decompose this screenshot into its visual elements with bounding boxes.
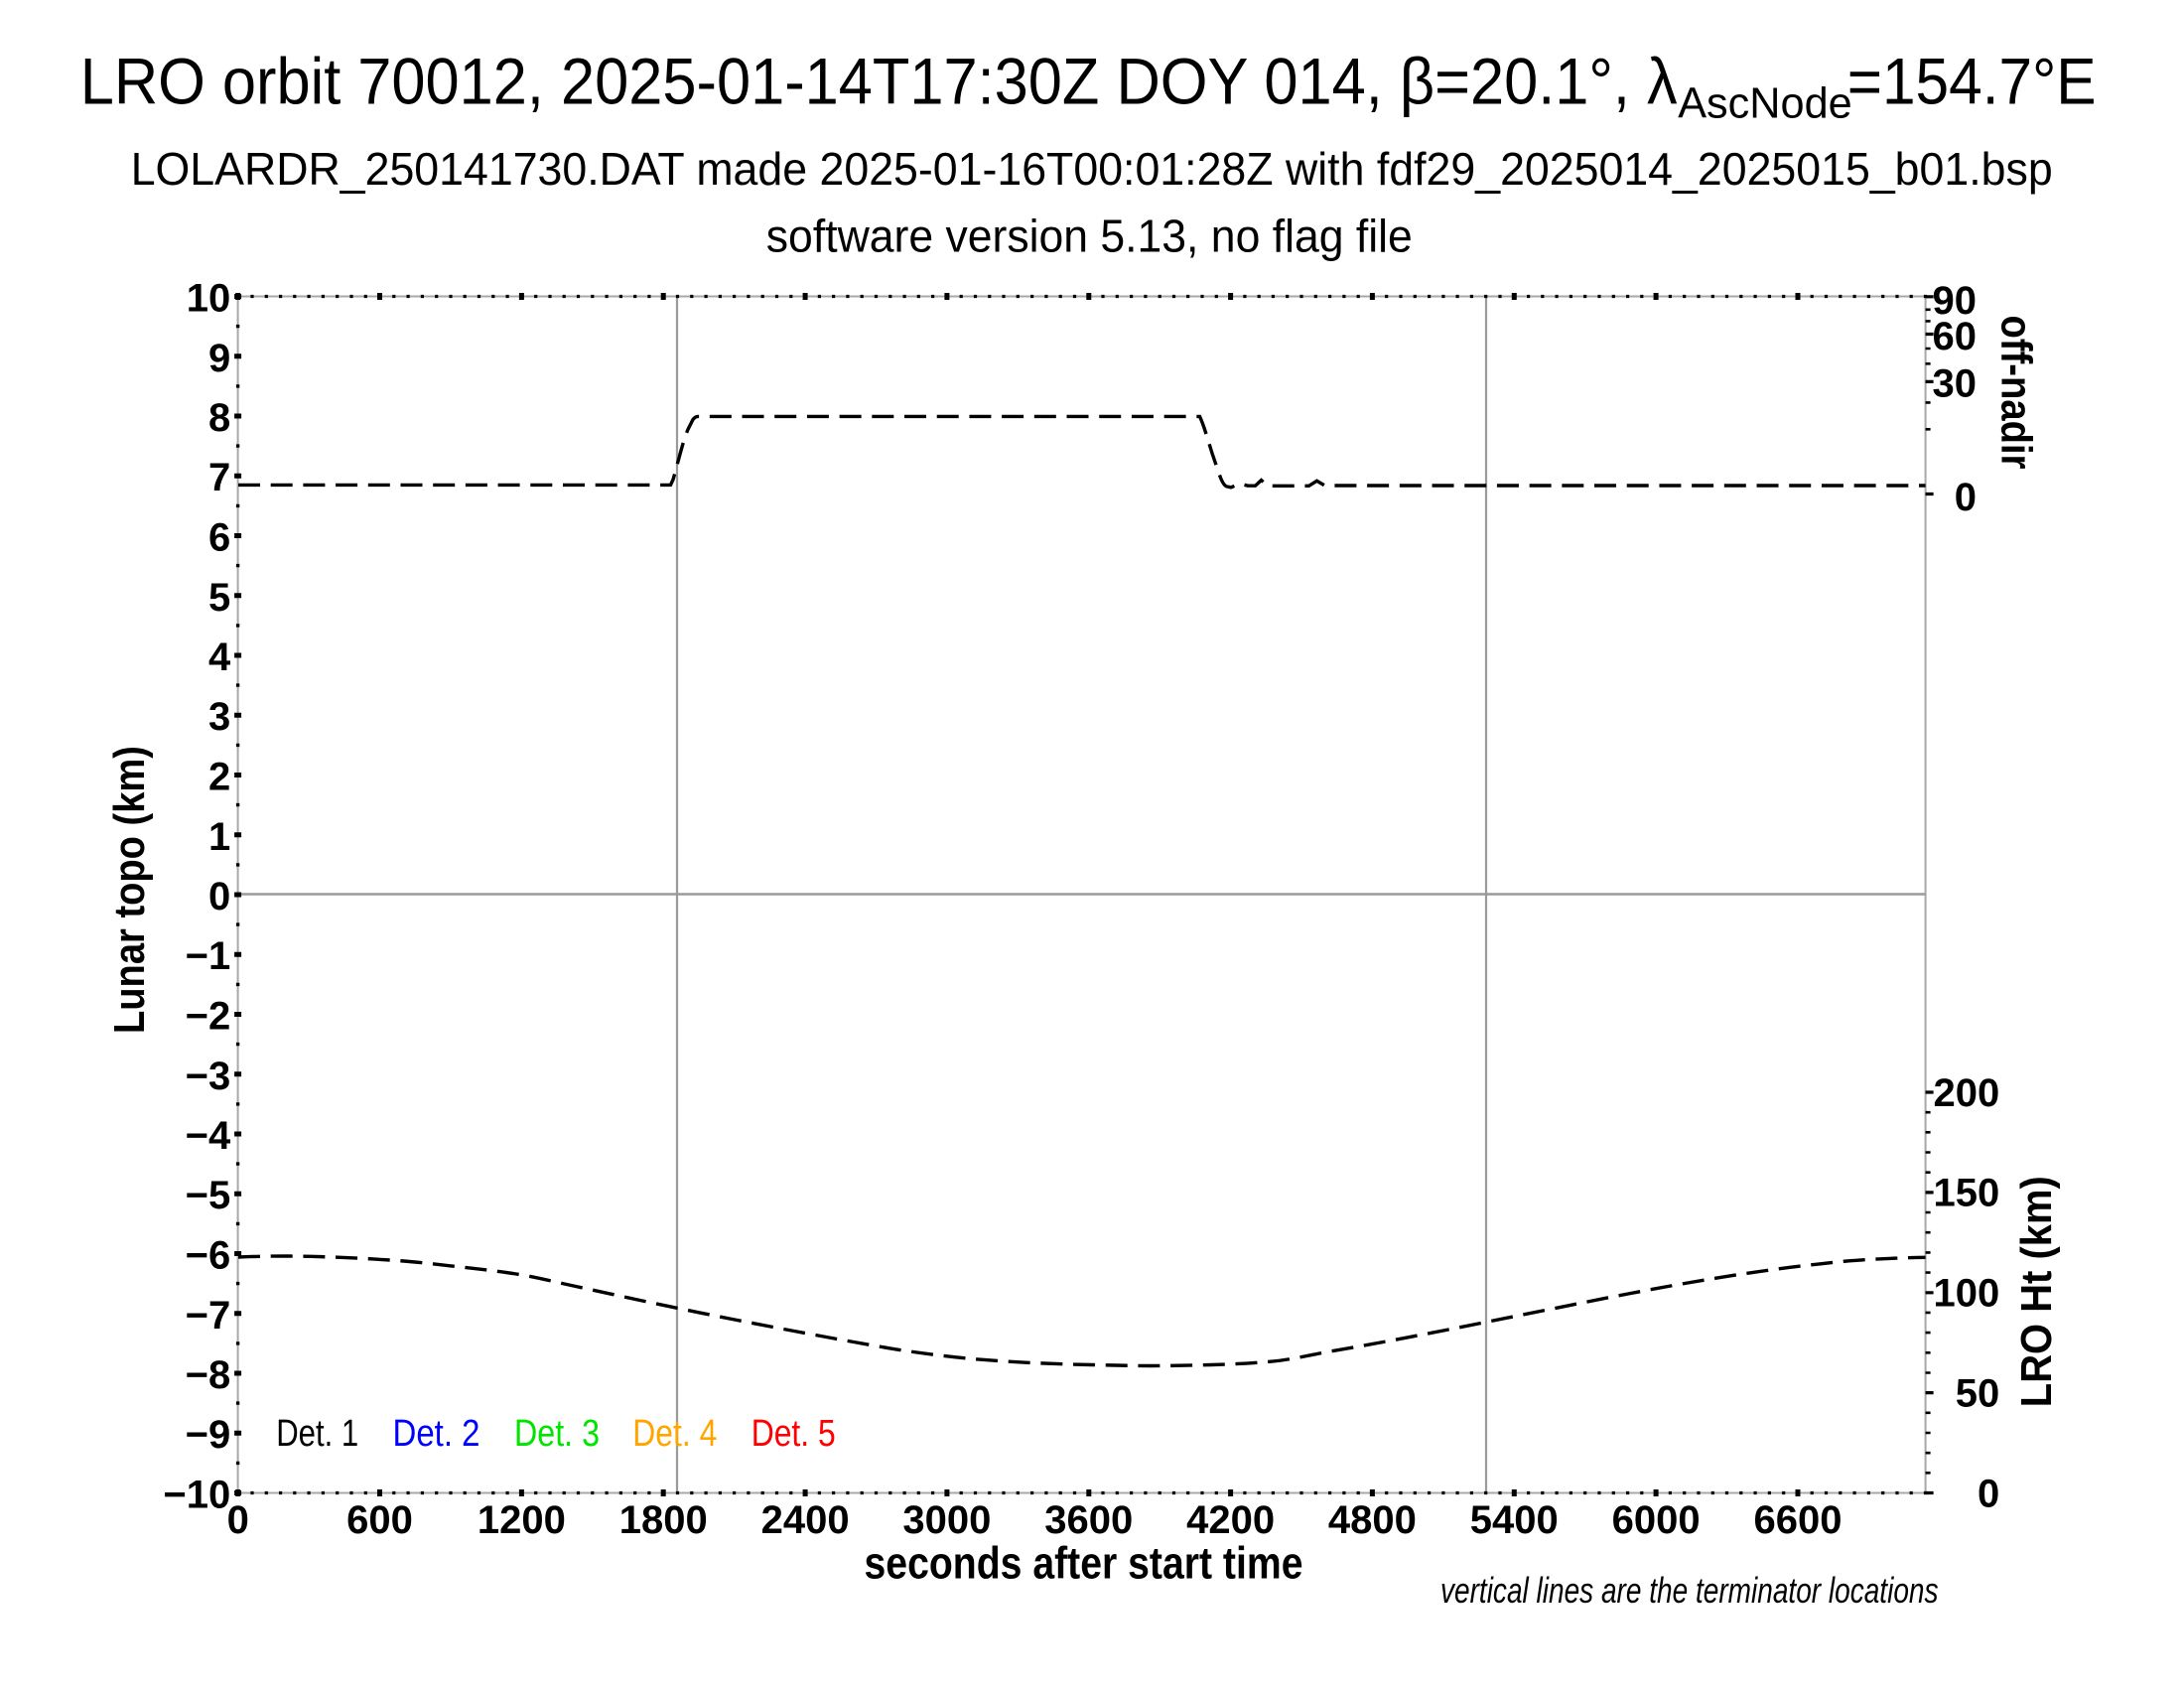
- svg-text:2400: 2400: [761, 1498, 850, 1542]
- svg-text:Det. 1: Det. 1: [276, 1413, 358, 1455]
- svg-text:−3: −3: [186, 1055, 231, 1098]
- svg-text:6600: 6600: [1754, 1498, 1843, 1542]
- svg-text:LRO Ht (km): LRO Ht (km): [2012, 1176, 2061, 1407]
- svg-text:seconds after start time: seconds after start time: [865, 1538, 1303, 1589]
- svg-text:software version 5.13, no flag: software version 5.13, no flag file: [766, 211, 1413, 262]
- svg-text:0: 0: [1978, 1472, 1999, 1515]
- svg-text:−4: −4: [186, 1114, 231, 1158]
- svg-text:Lunar topo (km): Lunar topo (km): [105, 746, 154, 1034]
- svg-text:4200: 4200: [1186, 1498, 1275, 1542]
- svg-text:off-nadir: off-nadir: [1992, 316, 2041, 470]
- svg-text:50: 50: [1956, 1371, 2000, 1415]
- svg-text:−7: −7: [186, 1294, 231, 1338]
- svg-text:5: 5: [208, 576, 230, 620]
- svg-text:100: 100: [1934, 1272, 2000, 1316]
- svg-text:4800: 4800: [1328, 1498, 1417, 1542]
- svg-text:−10: −10: [163, 1474, 230, 1517]
- svg-text:60: 60: [1933, 315, 1978, 358]
- svg-text:150: 150: [1934, 1172, 2000, 1215]
- svg-text:600: 600: [346, 1498, 413, 1542]
- svg-text:LOLARDR_250141730.DAT made 202: LOLARDR_250141730.DAT made 2025-01-16T00…: [131, 143, 2053, 195]
- svg-text:2: 2: [208, 756, 230, 799]
- svg-text:200: 200: [1934, 1071, 2000, 1115]
- svg-text:AscNode: AscNode: [1678, 78, 1852, 127]
- svg-text:−2: −2: [186, 995, 231, 1039]
- svg-text:−6: −6: [186, 1234, 231, 1278]
- svg-text:1: 1: [208, 815, 230, 859]
- svg-text:9: 9: [208, 337, 230, 380]
- svg-text:3: 3: [208, 695, 230, 739]
- svg-text:6: 6: [208, 516, 230, 560]
- svg-text:−5: −5: [186, 1174, 231, 1217]
- svg-text:Det. 2: Det. 2: [393, 1413, 480, 1455]
- svg-text:Det. 3: Det. 3: [514, 1413, 600, 1455]
- svg-text:vertical lines are the termina: vertical lines are the terminator locati…: [1440, 1570, 1939, 1611]
- svg-text:=154.7°E: =154.7°E: [1847, 45, 2097, 118]
- svg-text:10: 10: [187, 277, 231, 321]
- svg-text:0: 0: [208, 875, 230, 918]
- svg-text:1800: 1800: [619, 1498, 708, 1542]
- svg-text:3600: 3600: [1044, 1498, 1133, 1542]
- svg-text:6000: 6000: [1612, 1498, 1701, 1542]
- svg-text:4: 4: [208, 635, 231, 679]
- svg-text:−9: −9: [186, 1413, 231, 1457]
- svg-text:7: 7: [208, 456, 230, 499]
- svg-text:0: 0: [227, 1498, 249, 1542]
- svg-text:Det. 5: Det. 5: [751, 1413, 836, 1455]
- svg-text:8: 8: [208, 396, 230, 440]
- svg-text:−8: −8: [186, 1353, 231, 1397]
- svg-text:3000: 3000: [902, 1498, 991, 1542]
- svg-text:−1: −1: [186, 934, 231, 978]
- svg-text:90: 90: [1933, 279, 1978, 323]
- svg-text:1200: 1200: [478, 1498, 566, 1542]
- svg-text:5400: 5400: [1470, 1498, 1559, 1542]
- svg-text:LRO orbit 70012, 2025-01-14T17: LRO orbit 70012, 2025-01-14T17:30Z DOY 0…: [80, 45, 1678, 118]
- svg-text:Det. 4: Det. 4: [632, 1413, 717, 1455]
- svg-text:30: 30: [1933, 362, 1978, 406]
- svg-text:0: 0: [1955, 476, 1977, 519]
